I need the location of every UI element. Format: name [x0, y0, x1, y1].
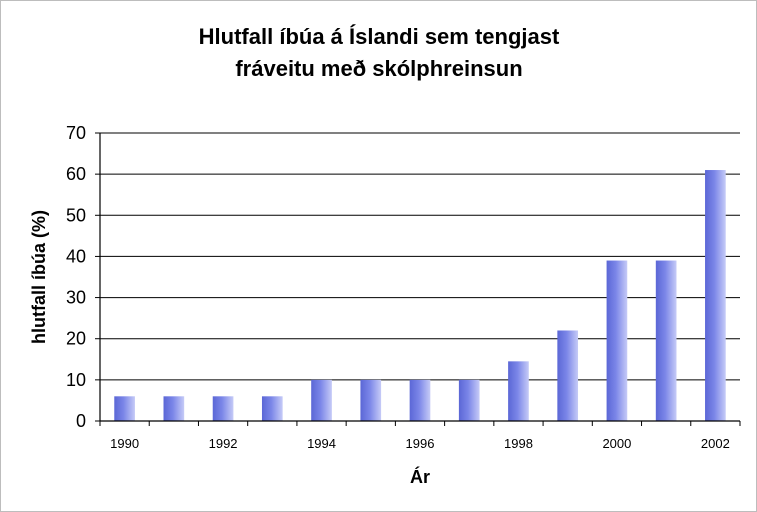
- bar: [163, 396, 185, 421]
- bar: [409, 379, 431, 421]
- x-tick-label: 1996: [406, 436, 435, 451]
- y-tick-label: 60: [66, 164, 86, 184]
- y-tick-label: 10: [66, 370, 86, 390]
- y-tick-label: 0: [76, 411, 86, 431]
- chart-title-line-2: fráveitu með skólphreinsun: [235, 56, 522, 81]
- bar: [114, 396, 135, 421]
- y-tick-label: 40: [66, 246, 86, 266]
- bar: [212, 396, 234, 421]
- bar: [508, 361, 529, 421]
- x-tick-label: 1998: [504, 436, 533, 451]
- y-tick-label: 50: [66, 205, 86, 225]
- gridlines: [100, 132, 740, 381]
- bar: [261, 396, 283, 421]
- x-tick-label: 2000: [602, 436, 631, 451]
- bars: [114, 170, 726, 421]
- bar: [606, 260, 628, 421]
- x-tick-labels: 1990 1992 1994 1996 1998 2000 2002: [110, 436, 730, 451]
- y-tick-label: 30: [66, 288, 86, 308]
- chart-title-line-1: Hlutfall íbúa á Íslandi sem tengjast: [199, 24, 560, 49]
- bar: [705, 170, 726, 421]
- bar: [655, 260, 677, 421]
- y-tick-labels: 0 10 20 30 40 50 60 70: [66, 123, 100, 431]
- axes: [99, 133, 741, 426]
- bar: [311, 379, 332, 421]
- y-tick-label: 70: [66, 123, 86, 143]
- bar: [557, 330, 579, 421]
- x-tick-label: 1990: [110, 436, 139, 451]
- y-axis-title: hlutfall íbúa (%): [29, 210, 49, 344]
- bar: [360, 379, 382, 421]
- x-tick-label: 1992: [209, 436, 238, 451]
- y-tick-label: 20: [66, 329, 86, 349]
- x-axis-title: Ár: [410, 466, 430, 487]
- bar: [458, 379, 480, 421]
- x-tick-label: 2002: [701, 436, 730, 451]
- x-tick-label: 1994: [307, 436, 336, 451]
